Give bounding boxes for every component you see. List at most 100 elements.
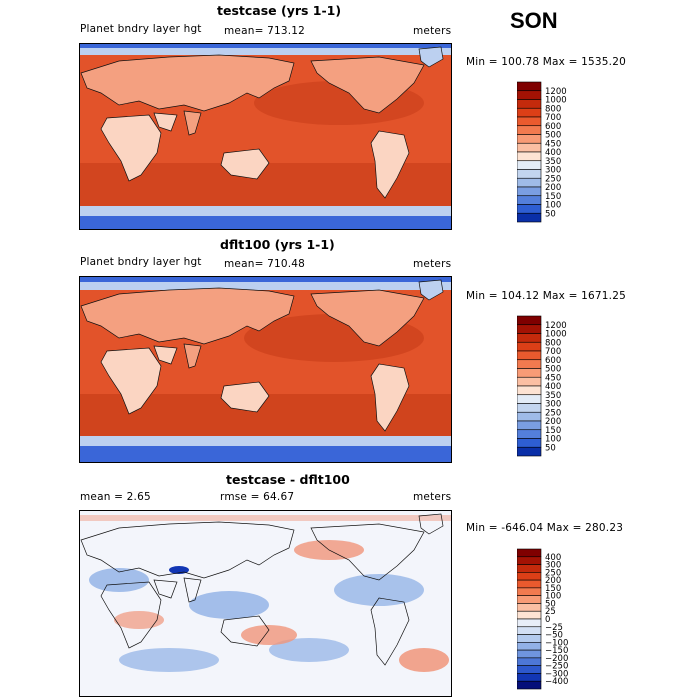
colorbar-tick-label: 700	[545, 113, 561, 123]
greenland-outline	[418, 513, 444, 535]
colorbar-swatch	[516, 195, 542, 205]
colorbar-swatch	[516, 572, 542, 581]
colorbar-tick-label: 400	[545, 382, 561, 392]
colorbar-swatch	[516, 649, 542, 659]
colorbar-swatch	[516, 564, 542, 573]
colorbar-tick-label: 250	[545, 174, 561, 184]
north-america-outline	[310, 289, 425, 347]
colorbar-swatch	[516, 603, 542, 612]
panel3-units: meters	[413, 491, 452, 503]
colorbar-swatch	[516, 350, 542, 361]
colorbar-tick-label: 50	[545, 443, 556, 453]
panel3-map	[79, 510, 452, 697]
panel3-title: testcase - dflt100	[226, 472, 350, 487]
difference-blobs	[79, 515, 452, 672]
panel1-units: meters	[413, 25, 452, 37]
colorbar-tick-label: 100	[545, 592, 561, 602]
colorbar-swatch	[516, 579, 542, 589]
colorbar-tick-label: 100	[545, 201, 561, 211]
antarctic-core	[79, 216, 452, 230]
panel1-variable-label: Planet bndry layer hgt	[80, 23, 202, 35]
colorbar-swatch	[516, 642, 542, 651]
colorbar-tick-label: 300	[545, 561, 561, 571]
panel3-mean: mean = 2.65	[80, 491, 151, 503]
india-outline	[183, 343, 202, 369]
greenland-outline	[418, 279, 444, 301]
colorbar-swatch	[516, 394, 542, 404]
colorbar-swatch	[516, 99, 542, 109]
colorbar-tick-label: 450	[545, 373, 561, 383]
south-america-outline	[370, 363, 410, 432]
arabia-outline	[153, 112, 178, 132]
colorbar-tick-label: 1000	[545, 330, 567, 340]
colorbar-swatch	[516, 610, 542, 620]
north-america-outline	[310, 523, 425, 581]
panel2-colorbar-svg: 1200100080070060050045040035030025020015…	[516, 315, 567, 457]
colorbar-tick-label: 100	[545, 435, 561, 445]
colorbar-swatch	[516, 333, 542, 343]
colorbar-tick-label: 800	[545, 338, 561, 348]
colorbar-tick-label: −150	[545, 646, 568, 656]
colorbar-swatch	[516, 212, 542, 223]
panel2-units: meters	[413, 258, 452, 270]
panel2-colorbar: 1200 1000 800 700 600 500 450 400 350 300 250 200 15…	[516, 313, 577, 463]
colorbar-swatch	[516, 665, 542, 674]
colorbar-swatch	[516, 403, 542, 413]
colorbar-swatch	[516, 81, 542, 92]
panel1-map	[79, 43, 452, 230]
colorbar-swatch	[516, 634, 542, 643]
map-frame	[79, 43, 452, 230]
colorbar-swatch	[516, 107, 542, 118]
australia-outline	[220, 615, 270, 647]
map-frame	[79, 276, 452, 463]
africa-outline	[100, 347, 162, 415]
colorbar-tick-label: 400	[545, 553, 561, 563]
colorbar-tick-label: −200	[545, 654, 568, 664]
colorbar-swatch	[516, 151, 542, 162]
colorbar-tick-label: 600	[545, 356, 561, 366]
india-outline	[183, 577, 202, 603]
greenland-outline	[418, 46, 444, 68]
colorbar-tick-label: −300	[545, 669, 568, 679]
arctic-core	[79, 43, 452, 48]
australia-outline	[220, 381, 270, 413]
colorbar-swatch	[516, 673, 542, 682]
colorbar-swatch	[516, 618, 542, 628]
panel3-colorbar-svg: 40030025020015010050250−25−50−100−150−20…	[516, 548, 568, 690]
colorbar-swatch	[516, 134, 542, 144]
colorbar-tick-label: −25	[545, 623, 563, 633]
colorbar-swatch	[516, 160, 542, 170]
colorbar-tick-label: 250	[545, 568, 561, 578]
colorbar-swatch	[516, 438, 542, 448]
season-label: SON	[510, 8, 558, 33]
colorbar-swatch	[516, 548, 542, 558]
colorbar-swatch	[516, 376, 542, 387]
colorbar-tick-label: 700	[545, 347, 561, 357]
panel3-rmse: rmse = 64.67	[220, 491, 295, 503]
panel1-minmax: Min = 100.78 Max = 1535.20	[466, 56, 626, 68]
panel1-mean: mean= 713.12	[224, 25, 306, 37]
colorbar-swatch	[516, 341, 542, 352]
colorbar-swatch	[516, 359, 542, 369]
colorbar-tick-label: 150	[545, 192, 561, 202]
panel2-title: dflt100 (yrs 1-1)	[220, 237, 335, 252]
panel2-variable-label: Planet bndry layer hgt	[80, 256, 202, 268]
colorbar-tick-label: 500	[545, 365, 561, 375]
colorbar-swatch	[516, 142, 542, 153]
south-america-outline	[370, 130, 410, 199]
panel3-colorbar: 400 300 250 200 150 100 50 25 0 −25 −50 −100 −150 −20…	[516, 546, 577, 696]
colorbar-tick-label: 1000	[545, 96, 567, 106]
colorbar-tick-label: −400	[545, 677, 568, 687]
eurasia-outline	[80, 54, 295, 112]
panel2-map	[79, 276, 452, 463]
panel3-minmax: Min = -646.04 Max = 280.23	[466, 522, 624, 534]
africa-outline	[100, 581, 162, 649]
panel2-mean: mean= 710.48	[224, 258, 306, 270]
colorbar-swatch	[516, 446, 542, 457]
colorbar-tick-label: 500	[545, 131, 561, 141]
arctic-core	[79, 276, 452, 282]
colorbar-tick-label: 200	[545, 183, 561, 193]
colorbar-tick-label: 150	[545, 584, 561, 594]
panel1-title: testcase (yrs 1-1)	[217, 3, 342, 18]
colorbar-tick-label: 250	[545, 408, 561, 418]
